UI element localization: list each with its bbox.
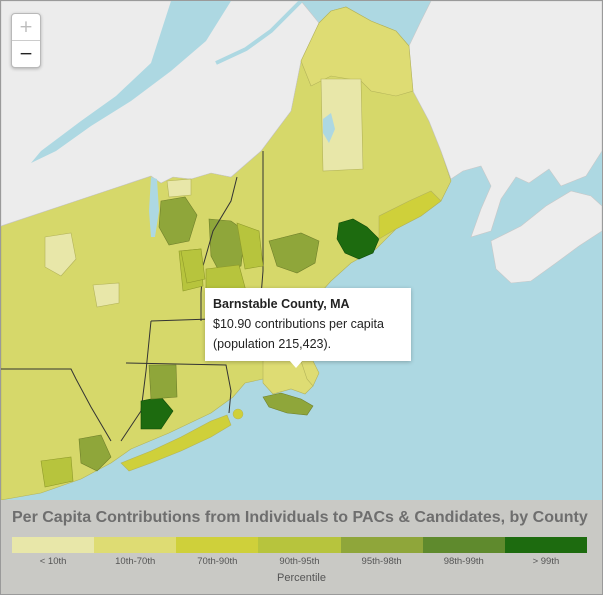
legend-color-bar	[12, 537, 587, 553]
legend-label: 10th-70th	[115, 556, 156, 567]
tooltip-title: Barnstable County, MA	[213, 297, 350, 311]
county-piscataquis	[320, 78, 364, 172]
county-ny-light	[44, 232, 77, 277]
legend-swatch	[12, 537, 95, 553]
legend-swatch	[94, 537, 177, 553]
river-st-lawrence	[31, 1, 231, 163]
county-ny-light-3	[166, 178, 192, 198]
legend-swatch	[258, 537, 341, 553]
lake-moosehead	[323, 113, 335, 143]
county-litchfield-ct	[148, 364, 178, 400]
legend-label: > 99th	[532, 556, 560, 567]
county-ny-light-2	[92, 282, 120, 308]
county-tooltip: Barnstable County, MA $10.90 contributio…	[205, 288, 411, 361]
legend-swatch	[176, 537, 259, 553]
legend-axis-label: Percentile	[277, 572, 326, 584]
legend-label: 90th-95th	[279, 556, 320, 567]
state-border-ny-pa	[1, 368, 112, 442]
land-long-island	[120, 414, 232, 472]
legend-title: Per Capita Contributions from Individual…	[12, 509, 588, 526]
river-upper	[215, 1, 303, 65]
land-cape-cod-hook	[300, 360, 320, 387]
zoom-control: + −	[11, 13, 41, 68]
land-canada-east	[408, 1, 602, 238]
legend-label: 95th-98th	[361, 556, 402, 567]
county-aroostook	[300, 6, 414, 97]
legend-label: 98th-99th	[443, 556, 484, 567]
county-washington	[378, 190, 442, 240]
tooltip-line-2: (population 215,423).	[213, 337, 332, 351]
legend-swatch	[422, 537, 505, 553]
county-ny-mid	[180, 248, 206, 284]
county-waldo	[268, 232, 320, 274]
land-islands	[262, 392, 314, 416]
legend-swatch	[340, 537, 423, 553]
state-border-vt-nh	[200, 176, 238, 321]
legend-panel: Per Capita Contributions from Individual…	[1, 500, 602, 594]
choropleth-map[interactable]	[1, 1, 602, 500]
tooltip-pointer	[289, 360, 303, 368]
county-westchester-ny	[78, 434, 112, 472]
legend-label: 70th-90th	[197, 556, 238, 567]
zoom-out-button[interactable]: −	[12, 40, 40, 67]
legend-labels: < 10th 10th-70th 70th-90th 90th-95th 95t…	[12, 556, 587, 567]
legend-label: < 10th	[39, 556, 67, 567]
tooltip-line-1: $10.90 contributions per capita	[213, 317, 384, 331]
state-border-ct	[125, 362, 232, 414]
county-ny-green	[40, 456, 74, 488]
land-small-island	[232, 408, 244, 420]
land-nova-scotia	[490, 190, 602, 284]
county-grafton-nh	[208, 218, 246, 272]
state-border-ny-ct	[120, 320, 152, 442]
lake-champlain	[149, 177, 159, 237]
county-hancock-me	[336, 218, 380, 260]
county-chittenden-vt	[158, 196, 198, 246]
county-carroll-nh	[236, 222, 264, 270]
legend-swatch	[504, 537, 587, 553]
zoom-in-button[interactable]: +	[18, 17, 34, 37]
